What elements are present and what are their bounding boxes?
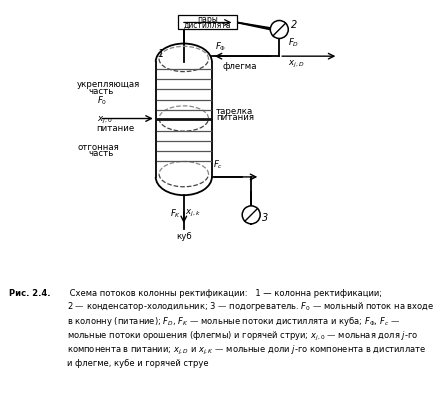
Text: Схема потоков колонны ректификации:   1 — колонна ректификации;
2 — конденсатор-: Схема потоков колонны ректификации: 1 — … [67, 289, 434, 368]
Text: $F_K$: $F_K$ [169, 207, 181, 220]
Text: $F_c$: $F_c$ [213, 159, 223, 171]
Text: укрепляющая: укрепляющая [77, 80, 140, 89]
Text: питание: питание [96, 124, 135, 133]
Text: $F_D$: $F_D$ [287, 37, 298, 49]
Text: часть: часть [88, 87, 113, 96]
Text: дистиллята: дистиллята [184, 21, 231, 30]
Text: 1: 1 [157, 49, 163, 59]
Text: $x_{j,0}$: $x_{j,0}$ [96, 115, 112, 126]
Text: $F_Φ$: $F_Φ$ [214, 41, 226, 53]
Text: тарелка: тарелка [216, 107, 253, 116]
Text: флегма: флегма [222, 62, 256, 71]
Circle shape [242, 206, 260, 224]
Polygon shape [155, 43, 211, 62]
Text: $x_{j,D}$: $x_{j,D}$ [287, 59, 303, 70]
Text: отгонная: отгонная [77, 143, 118, 152]
Circle shape [270, 21, 288, 38]
Text: часть: часть [88, 149, 113, 157]
Text: пары: пары [197, 14, 217, 24]
Polygon shape [155, 177, 211, 195]
Text: 2: 2 [290, 20, 296, 30]
Text: питания: питания [216, 113, 253, 121]
Text: Рис. 2.4.: Рис. 2.4. [9, 289, 50, 298]
Text: $F_0$: $F_0$ [96, 95, 107, 107]
Bar [178, 15, 237, 29]
Text: $x_{j,k}$: $x_{j,k}$ [185, 208, 201, 219]
Text: куб: куб [176, 232, 191, 241]
Text: 3: 3 [262, 213, 268, 223]
Bar [155, 62, 211, 177]
